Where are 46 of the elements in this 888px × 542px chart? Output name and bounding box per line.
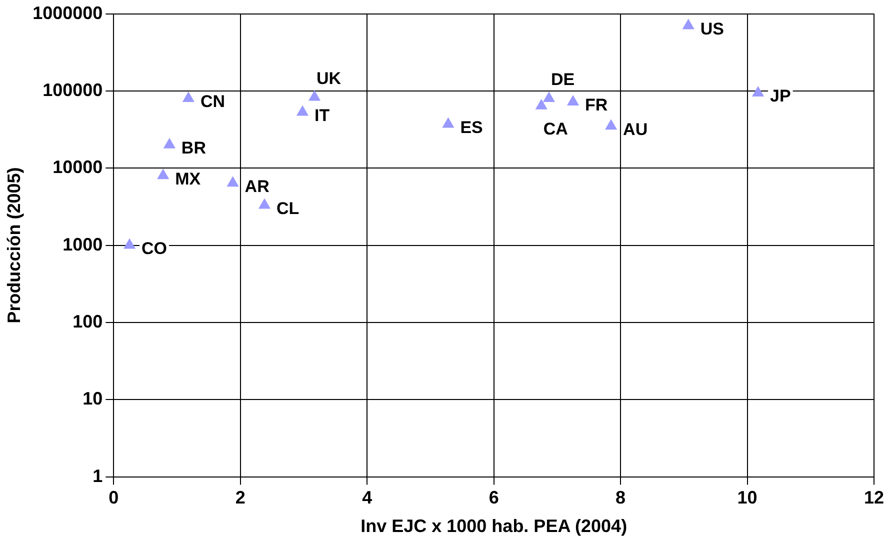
point [567, 95, 579, 106]
y-tick-label: 100000 [42, 80, 103, 100]
point [308, 90, 320, 101]
annotation: ES [460, 118, 483, 137]
y-axis-title: Producción (2005) [4, 167, 24, 324]
point [536, 99, 548, 110]
x-tick-label: 4 [362, 488, 372, 508]
point [543, 92, 555, 102]
point [124, 238, 136, 249]
annotation: BR [181, 138, 206, 158]
annotation: CA [543, 120, 568, 139]
x-tick-label: 2 [235, 488, 246, 508]
annotation: JP [770, 86, 791, 106]
annotation: CN [200, 92, 226, 112]
annotation: AR [244, 176, 270, 196]
x-axis-title: Inv EJC x 1000 hab. PEA (2004) [360, 516, 628, 536]
annotation: FR [585, 96, 608, 115]
x-tick-label: 0 [108, 488, 119, 508]
annotation: IT [314, 106, 330, 125]
annotation: DE [550, 70, 575, 90]
point [258, 198, 270, 209]
y-tick-label: 10000 [52, 157, 103, 178]
y-tick-label: 1000 [62, 234, 103, 254]
x-tick-label: 10 [737, 488, 758, 508]
x-tick-label: 6 [488, 488, 499, 508]
point [164, 138, 176, 148]
point [442, 118, 454, 128]
y-tick-label: 1 [92, 466, 103, 486]
annotation: UK [316, 68, 342, 88]
y-tick-label: 100 [72, 311, 103, 332]
x-tick-label: 8 [616, 488, 626, 508]
annotation: AU [623, 120, 648, 139]
annotation: MX [175, 169, 202, 188]
y-tick-label: 10 [82, 388, 103, 409]
point [752, 86, 764, 97]
point [227, 176, 238, 187]
x-tick-label: 12 [864, 488, 884, 508]
point [605, 120, 617, 130]
annotation: US [700, 19, 724, 38]
y-tick-label: 1000000 [32, 2, 103, 23]
point [296, 106, 308, 116]
point [157, 169, 169, 180]
point [182, 92, 194, 102]
annotation: CL [276, 198, 300, 218]
point [682, 19, 694, 30]
annotation: CO [142, 238, 168, 258]
